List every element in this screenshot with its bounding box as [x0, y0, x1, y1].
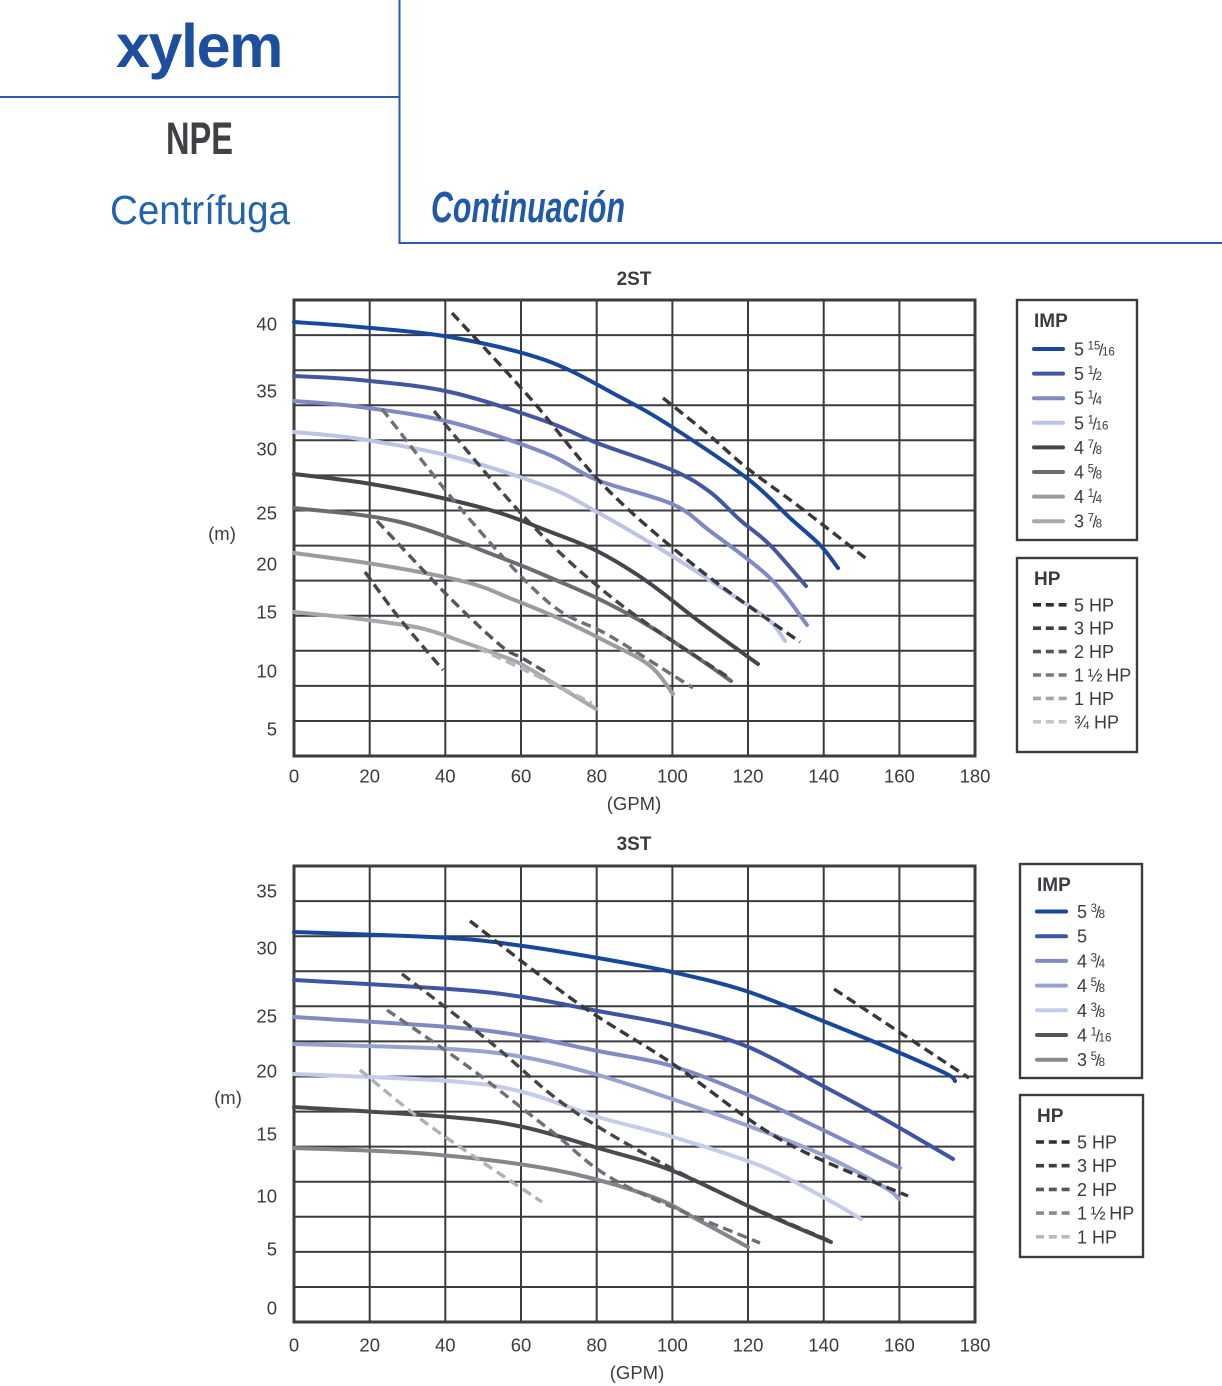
svg-text:(m): (m): [214, 1087, 242, 1108]
svg-text:5: 5: [267, 719, 277, 740]
svg-text:120: 120: [733, 1335, 764, 1356]
svg-text:3 HP: 3 HP: [1074, 619, 1114, 639]
svg-text:30: 30: [256, 439, 277, 460]
svg-text:100: 100: [657, 1335, 688, 1356]
svg-text:NPE: NPE: [166, 113, 233, 164]
svg-text:10: 10: [256, 1186, 277, 1207]
svg-text:4 3/4: 4 3/4: [1077, 951, 1106, 971]
svg-text:xylem: xylem: [116, 12, 282, 80]
svg-text:Continuación: Continuación: [431, 183, 625, 232]
svg-text:5 1/2: 5 1/2: [1074, 364, 1102, 384]
svg-text:160: 160: [884, 766, 915, 787]
svg-text:5 3/8: 5 3/8: [1077, 902, 1105, 922]
svg-text:140: 140: [808, 766, 839, 787]
svg-text:15: 15: [256, 1124, 277, 1145]
svg-text:40: 40: [435, 766, 456, 787]
svg-text:60: 60: [511, 1335, 532, 1356]
svg-text:25: 25: [256, 1006, 277, 1027]
svg-text:5 1/4: 5 1/4: [1074, 389, 1103, 409]
svg-text:100: 100: [657, 766, 688, 787]
svg-text:15: 15: [256, 602, 277, 623]
svg-text:5 HP: 5 HP: [1077, 1133, 1117, 1153]
svg-text:3 7/8: 3 7/8: [1074, 512, 1102, 532]
svg-text:0: 0: [289, 766, 299, 787]
svg-text:30: 30: [256, 938, 277, 959]
svg-text:1 HP: 1 HP: [1077, 1227, 1117, 1247]
svg-text:20: 20: [256, 1061, 277, 1082]
svg-text:3ST: 3ST: [617, 834, 652, 855]
svg-text:0: 0: [267, 1298, 277, 1319]
svg-text:4 5/8: 4 5/8: [1077, 976, 1105, 996]
svg-text:(m): (m): [208, 523, 236, 544]
svg-text:20: 20: [256, 554, 277, 575]
svg-text:120: 120: [733, 766, 764, 787]
svg-text:1 HP: 1 HP: [1074, 689, 1114, 709]
svg-text:3 5/8: 3 5/8: [1077, 1050, 1105, 1070]
svg-text:60: 60: [511, 766, 532, 787]
svg-text:25: 25: [256, 503, 277, 524]
svg-text:4 5/8: 4 5/8: [1074, 463, 1102, 483]
svg-text:180: 180: [960, 766, 991, 787]
svg-text:2 HP: 2 HP: [1077, 1180, 1117, 1200]
svg-text:80: 80: [586, 766, 607, 787]
svg-text:10: 10: [256, 661, 277, 682]
svg-text:(GPM): (GPM): [607, 793, 661, 814]
svg-text:1 ½ HP: 1 ½ HP: [1077, 1204, 1134, 1224]
svg-text:IMP: IMP: [1037, 875, 1071, 896]
svg-text:40: 40: [256, 314, 277, 335]
svg-text:4 3/8: 4 3/8: [1077, 1001, 1105, 1021]
svg-text:5 HP: 5 HP: [1074, 595, 1114, 615]
svg-text:180: 180: [960, 1335, 991, 1356]
svg-text:2 HP: 2 HP: [1074, 642, 1114, 662]
svg-text:2ST: 2ST: [617, 269, 652, 290]
svg-text:HP: HP: [1034, 569, 1061, 590]
svg-text:3 HP: 3 HP: [1077, 1156, 1117, 1176]
svg-text:(GPM): (GPM): [610, 1362, 664, 1383]
svg-text:40: 40: [435, 1335, 456, 1356]
svg-text:20: 20: [359, 766, 380, 787]
svg-text:35: 35: [256, 381, 277, 402]
svg-text:160: 160: [884, 1335, 915, 1356]
svg-text:0: 0: [289, 1335, 299, 1356]
svg-text:20: 20: [359, 1335, 380, 1356]
svg-text:80: 80: [586, 1335, 607, 1356]
svg-text:5: 5: [267, 1239, 277, 1260]
svg-text:¾ HP: ¾ HP: [1074, 712, 1119, 732]
svg-text:35: 35: [256, 881, 277, 902]
svg-text:Centrífuga: Centrífuga: [110, 187, 290, 233]
svg-text:IMP: IMP: [1034, 311, 1068, 332]
svg-text:4 1/4: 4 1/4: [1074, 487, 1103, 507]
svg-text:4 7/8: 4 7/8: [1074, 438, 1102, 458]
svg-text:5: 5: [1077, 927, 1087, 947]
svg-text:140: 140: [808, 1335, 839, 1356]
svg-text:1 ½ HP: 1 ½ HP: [1074, 666, 1131, 686]
svg-text:HP: HP: [1037, 1106, 1064, 1127]
